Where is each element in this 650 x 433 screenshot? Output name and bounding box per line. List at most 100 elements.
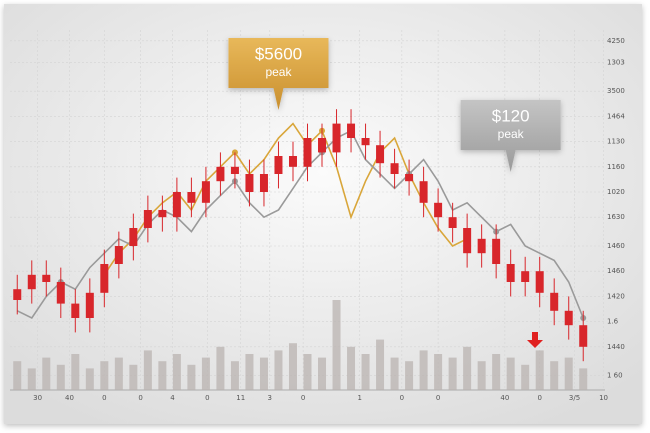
candle-body <box>390 163 399 174</box>
callout-text: peak <box>265 65 292 79</box>
candle-body <box>434 202 443 218</box>
volume-bar <box>259 357 268 390</box>
y-tick-label: 3500 <box>607 87 625 95</box>
y-tick-label: 1630 <box>607 213 625 221</box>
y-tick-label: 1 60 <box>607 372 623 380</box>
candle-body <box>187 192 196 203</box>
x-tick-label: 4 <box>170 394 175 402</box>
candle-body <box>100 264 109 293</box>
volume-bar <box>71 354 80 390</box>
x-tick-label: 30 <box>33 394 42 402</box>
volume-bar <box>187 364 196 390</box>
candle-body <box>172 192 181 218</box>
volume-bar <box>42 357 51 390</box>
volume-bar <box>129 364 138 390</box>
callout: $5600 peak <box>228 38 329 110</box>
price-line <box>16 129 584 320</box>
candle-body <box>477 238 486 254</box>
volume-bar <box>376 339 385 390</box>
x-tick-label: 3 <box>268 394 272 402</box>
candle-body <box>535 271 544 293</box>
callout: $120 peak <box>460 100 561 172</box>
volume-bar <box>463 346 472 390</box>
candle-body <box>259 174 268 192</box>
candle-body <box>550 292 559 311</box>
x-tick-label: 10 <box>599 394 608 402</box>
y-tick-label: 1160 <box>607 163 625 171</box>
x-tick-label: 1 <box>358 394 362 402</box>
volume-bar <box>201 357 210 390</box>
candle-body <box>347 123 356 138</box>
volume-bar <box>158 361 167 390</box>
y-tick-label: 1460 <box>607 242 625 250</box>
candle-body <box>318 138 327 153</box>
candle-body <box>376 145 385 164</box>
volume-bar <box>506 357 515 390</box>
callout-box <box>228 38 329 110</box>
y-tick-label: 1464 <box>607 112 625 120</box>
x-tick-label: 0 <box>205 394 209 402</box>
volume-bar <box>172 354 181 390</box>
y-tick-label: 4250 <box>607 37 625 45</box>
volume-bar <box>492 354 501 390</box>
candle-body <box>245 174 254 192</box>
callout-text: peak <box>498 127 525 141</box>
candle-body <box>332 123 341 153</box>
volume-bar <box>390 357 399 390</box>
candle-body <box>71 303 80 318</box>
candle-body <box>27 274 36 290</box>
x-tick-label: 40 <box>65 394 74 402</box>
y-tick-label: 1420 <box>607 292 625 300</box>
candle-body <box>56 282 65 304</box>
candle-body <box>405 174 414 182</box>
y-tick-label: 1130 <box>607 138 625 146</box>
candle-body <box>448 217 457 228</box>
candle-body <box>463 228 472 254</box>
y-tick-label: 1020 <box>607 188 625 196</box>
volume-bar <box>419 350 428 390</box>
callout-price: $120 <box>492 106 530 125</box>
volume-bar <box>347 346 356 390</box>
candle-body <box>506 264 515 282</box>
candle-body <box>216 166 225 182</box>
candle-body <box>201 181 210 203</box>
volume-bar <box>521 364 530 390</box>
x-tick-label: 0 <box>301 394 305 402</box>
volume-bar <box>85 368 94 390</box>
price-line <box>103 122 468 276</box>
volume-bar <box>56 364 65 390</box>
candle-body <box>419 181 428 203</box>
candle-body <box>288 156 297 167</box>
down-arrow <box>527 332 543 348</box>
x-tick-label: 40 <box>500 394 509 402</box>
volume-bar <box>230 361 239 390</box>
candle-body <box>129 228 138 246</box>
y-tick-label: 1.6 <box>607 318 619 326</box>
candle-body <box>274 156 283 174</box>
candle-body <box>303 138 312 167</box>
volume-bar <box>13 361 22 390</box>
volume-bar <box>318 357 327 390</box>
x-tick-label: 0 <box>537 394 541 402</box>
volume-bar <box>564 357 573 390</box>
callout-box <box>460 100 561 172</box>
volume-bar <box>477 361 486 390</box>
volume-bar <box>27 368 36 390</box>
candle-body <box>42 274 51 282</box>
volume-bar <box>448 357 457 390</box>
candle-body <box>230 166 239 174</box>
volume-bar <box>535 350 544 390</box>
y-tick-label: 1460 <box>607 267 625 275</box>
volume-bar <box>245 354 254 390</box>
candle-body <box>361 138 370 146</box>
volume-bar <box>216 346 225 390</box>
volume-bar <box>114 357 123 390</box>
volume-bar <box>274 350 283 390</box>
y-tick-label: 1440 <box>607 343 625 351</box>
x-tick-label: 0 <box>138 394 142 402</box>
x-tick-label: 3/5 <box>569 394 580 402</box>
volume-bar <box>100 361 109 390</box>
y-tick-label: 1303 <box>607 58 625 66</box>
x-tick-label: 11 <box>236 394 245 402</box>
